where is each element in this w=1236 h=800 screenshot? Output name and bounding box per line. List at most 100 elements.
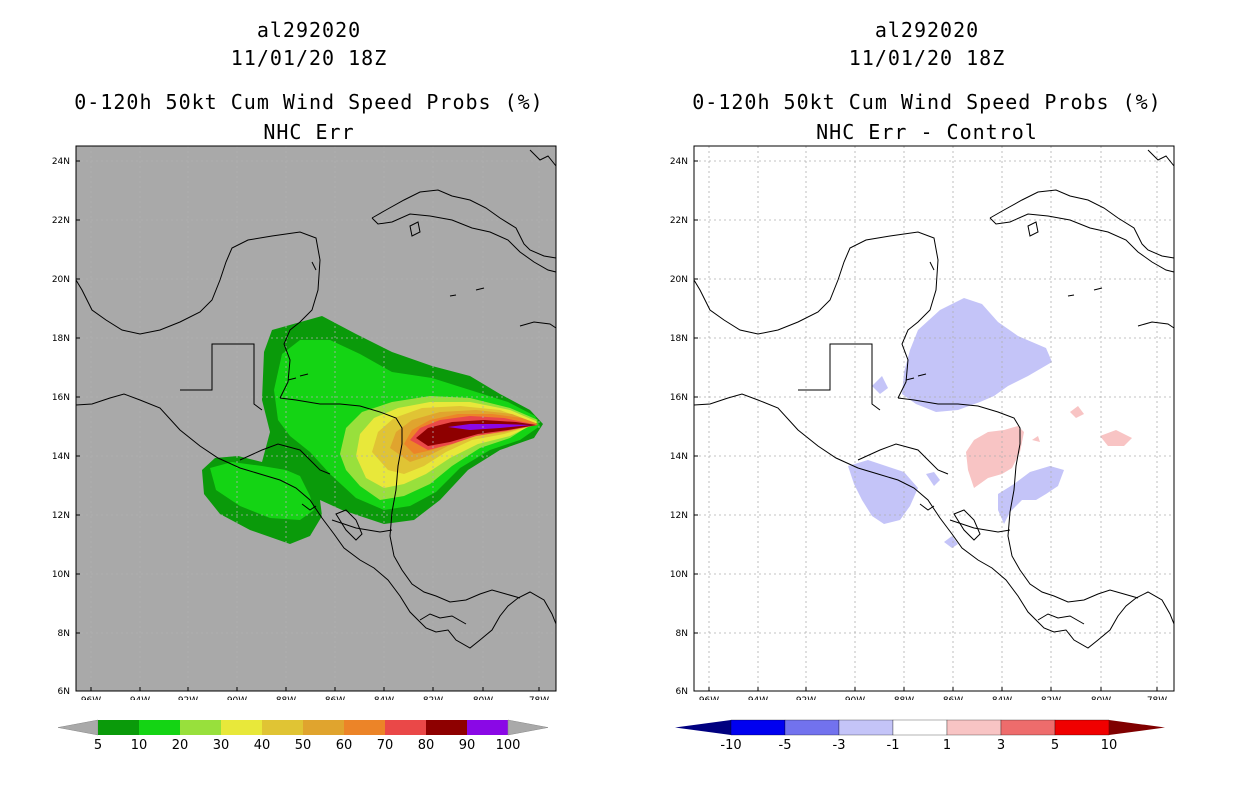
right-lat-label: 6N (676, 687, 688, 697)
right-difference-field (848, 298, 1132, 548)
left-lat-label: 20N (52, 275, 70, 285)
left-colorbar-label: 100 (496, 738, 521, 753)
left-colorbar-swatches (57, 719, 549, 736)
left-map: 24N 22N 20N 18N 16N 14N 12N 10N 8N 6N 96W 94W 92W 90… (52, 145, 557, 700)
left-colorbar-label: 80 (418, 738, 435, 753)
right-colorbar-label: 5 (1051, 738, 1059, 753)
right-colorbar-label: -1 (887, 738, 900, 753)
right-colorbar-label: -3 (833, 738, 846, 753)
left-colorbar-label: 40 (254, 738, 271, 753)
left-lon-label: 82W (423, 696, 443, 700)
right-colorbar-swatch (730, 719, 786, 736)
left-colorbar-swatch (385, 720, 426, 735)
right-colorbar-label: 3 (997, 738, 1005, 753)
right-colorbar: -10 -5 -3 -1 1 3 5 10 (675, 719, 1165, 753)
left-lat-label: 12N (52, 511, 70, 521)
left-colorbar-swatch (467, 720, 508, 735)
left-lon-label: 88W (276, 696, 296, 700)
right-lon-labels: 96W 94W 92W 90W 88W 86W 84W 82W 80W 78W (699, 687, 1167, 700)
left-colorbar-swatch (344, 720, 385, 735)
pos-region-honduras (966, 426, 1024, 488)
right-lat-label: 20N (670, 275, 688, 285)
neg-region-east (998, 466, 1064, 524)
left-colorbar-label: 50 (295, 738, 312, 753)
left-colorbar-swatch (303, 720, 344, 735)
pos-region-small-2 (1100, 430, 1132, 446)
left-colorbar-swatch (139, 720, 180, 735)
right-product-title: 0-120h 50kt Cum Wind Speed Probs (%) (692, 90, 1162, 114)
right-lat-labels: 24N 22N 20N 18N 16N 14N 12N 10N 8N 6N (670, 157, 698, 697)
right-lat-label: 10N (670, 570, 688, 580)
right-lon-label: 90W (845, 696, 865, 700)
right-colorbar-swatch (892, 719, 948, 736)
left-lat-label: 14N (52, 452, 70, 462)
neg-region-elsalvador (848, 460, 918, 524)
left-colorbar-high-triangle (507, 719, 549, 736)
left-colorbar-label: 20 (172, 738, 189, 753)
left-subtitle: NHC Err (263, 120, 355, 144)
left-lat-label: 22N (52, 216, 70, 226)
pos-region-small-1 (1070, 406, 1084, 418)
neg-region-honduras (902, 298, 1052, 412)
right-lon-label: 78W (1147, 696, 1167, 700)
right-colorbar-swatch (784, 719, 840, 736)
left-map-frame (75, 145, 557, 692)
left-colorbar-swatch (262, 720, 303, 735)
right-colorbar-swatch (1000, 719, 1056, 736)
right-colorbar-swatch (946, 719, 1002, 736)
right-lat-label: 18N (670, 334, 688, 344)
left-colorbar-swatch (221, 720, 262, 735)
left-lat-label: 24N (52, 157, 70, 167)
left-colorbar-low-triangle (57, 719, 99, 736)
right-lat-label: 24N (670, 157, 688, 167)
right-map-background (694, 146, 1174, 691)
right-datetime: 11/01/20 18Z (848, 46, 1006, 70)
left-colorbar-label: 60 (336, 738, 353, 753)
right-colorbar-high-triangle (1109, 720, 1165, 735)
right-colorbar-swatches (675, 719, 1165, 736)
left-colorbar-label: 90 (459, 738, 476, 753)
left-lat-label: 6N (58, 687, 70, 697)
right-colorbar-swatch (838, 719, 894, 736)
neg-region-fonseca (926, 472, 940, 486)
neg-region-small (872, 376, 888, 394)
left-panel: al292020 11/01/20 18Z 0-120h 50kt Cum Wi… (52, 18, 557, 753)
left-lat-labels: 24N 22N 20N 18N 16N 14N 12N 10N 8N 6N (52, 157, 80, 697)
left-colorbar-label: 10 (131, 738, 148, 753)
left-lat-label: 18N (52, 334, 70, 344)
left-colorbar-swatch (180, 720, 221, 735)
right-lon-label: 80W (1091, 696, 1111, 700)
right-colorbar-label: -10 (720, 738, 741, 753)
left-colorbar-labels: 5 10 20 30 40 50 60 70 80 90 100 (94, 738, 521, 753)
left-probability-field (202, 316, 543, 544)
left-storm-id: al292020 (256, 18, 362, 42)
pos-region-small-3 (1032, 436, 1040, 442)
right-colorbar-label: 10 (1101, 738, 1118, 753)
left-colorbar-label: 70 (377, 738, 394, 753)
left-lon-label: 84W (374, 696, 394, 700)
prob-band-90 (448, 424, 532, 430)
left-lon-label: 94W (130, 696, 150, 700)
right-lat-label: 12N (670, 511, 688, 521)
right-colorbar-labels: -10 -5 -3 -1 1 3 5 10 (720, 738, 1117, 753)
left-datetime: 11/01/20 18Z (230, 46, 388, 70)
left-colorbar-swatch (426, 720, 467, 735)
right-lon-label: 86W (943, 696, 963, 700)
right-colorbar-label: -5 (779, 738, 792, 753)
left-lon-label: 86W (325, 696, 345, 700)
right-map: 24N 22N 20N 18N 16N 14N 12N 10N 8N 6N 96W 94W 92W 90… (670, 145, 1175, 700)
right-lat-label: 14N (670, 452, 688, 462)
right-lon-label: 88W (894, 696, 914, 700)
right-lon-label: 94W (748, 696, 768, 700)
left-lat-label: 8N (58, 629, 70, 639)
left-product-title: 0-120h 50kt Cum Wind Speed Probs (%) (74, 90, 544, 114)
right-lat-label: 16N (670, 393, 688, 403)
right-colorbar-swatch (1054, 719, 1110, 736)
left-lon-label: 90W (227, 696, 247, 700)
left-colorbar: 5 10 20 30 40 50 60 70 80 90 100 (57, 719, 549, 753)
left-lon-label: 78W (529, 696, 549, 700)
right-colorbar-label: 1 (943, 738, 951, 753)
left-lon-label: 96W (81, 696, 101, 700)
left-lon-label: 80W (473, 696, 493, 700)
right-storm-id: al292020 (874, 18, 980, 42)
